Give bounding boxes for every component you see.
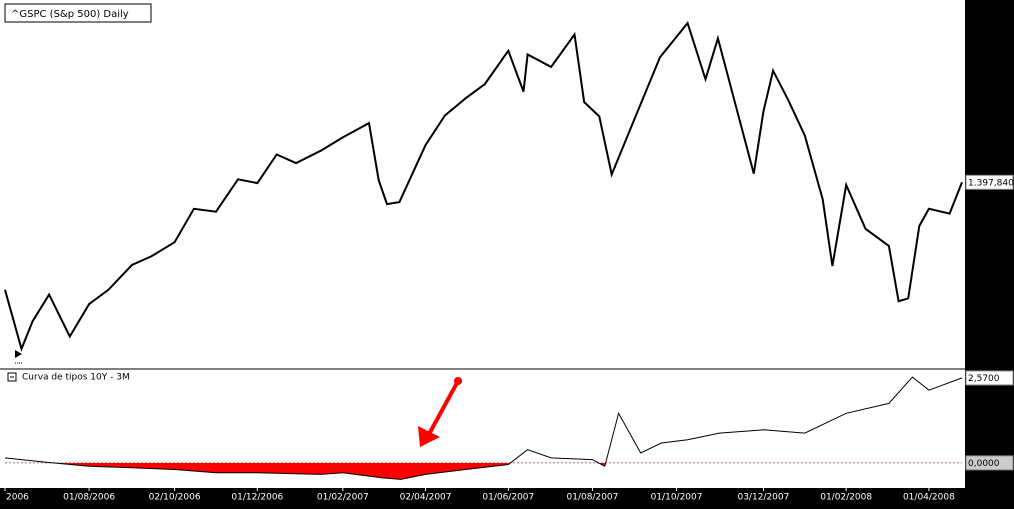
y-tick-box	[965, 455, 1014, 471]
x-tick-label: 01/12/2006	[231, 493, 283, 503]
x-tick-label: 03/12/2007	[737, 493, 789, 503]
negative-area	[5, 462, 962, 480]
y-tick-box	[965, 174, 1014, 190]
x-tick-label: 02/10/2006	[149, 493, 201, 503]
x-tick-label: 2006	[6, 493, 29, 503]
y-tick-label: 0,0000	[968, 459, 1000, 469]
right-axis-strip	[965, 0, 1014, 509]
x-tick-label: 01/04/2008	[903, 493, 955, 503]
x-tick-label: 01/02/2008	[820, 493, 872, 503]
x-tick-label: 01/08/2007	[567, 493, 619, 503]
x-tick-label: 01/10/2007	[651, 493, 703, 503]
series-line	[4, 21, 963, 353]
series-line	[4, 376, 963, 480]
chart-title: ^GSPC (S&p 500) Daily	[11, 9, 129, 20]
bottom-axis-strip	[0, 488, 1014, 509]
x-tick-label: 01/02/2007	[317, 493, 369, 503]
x-tick-label: 01/06/2007	[482, 493, 534, 503]
annotation-arrow	[426, 380, 460, 437]
title-box	[4, 3, 152, 23]
x-tick-label: 02/04/2007	[400, 493, 452, 503]
annotation-arrow-dot	[454, 377, 462, 385]
annotation-arrow-head	[418, 426, 440, 447]
y-tick-box	[965, 370, 1014, 386]
indicator-title: Curva de tipos 10Y - 3M	[22, 373, 130, 383]
y-tick-label: 2,5700	[968, 374, 1000, 384]
expand-icon[interactable]	[15, 350, 22, 358]
x-tick-label: 01/08/2006	[63, 493, 115, 503]
